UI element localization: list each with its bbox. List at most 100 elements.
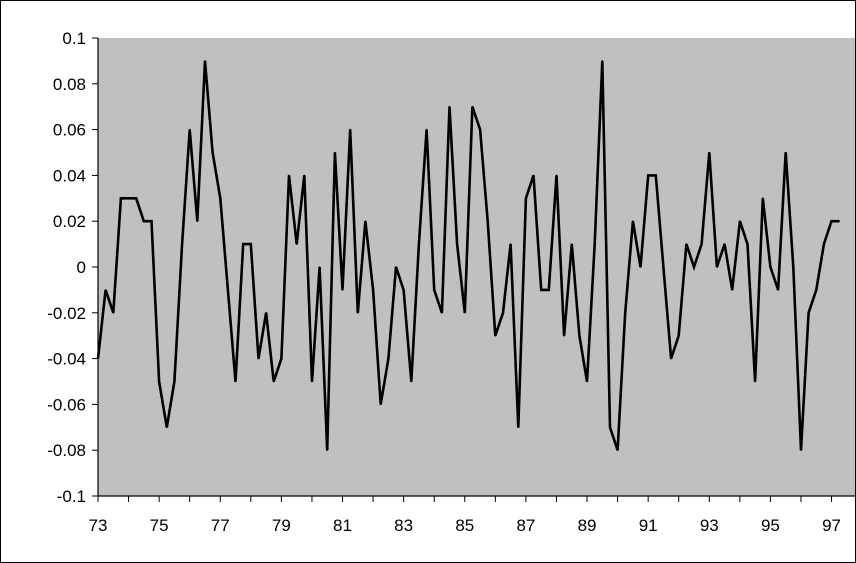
- data-point: [234, 380, 237, 383]
- y-tick-label: 0.02: [53, 212, 86, 231]
- data-point: [158, 380, 160, 383]
- data-point: [463, 312, 466, 314]
- data-point: [196, 220, 199, 222]
- data-point: [441, 312, 443, 314]
- data-point: [456, 243, 458, 245]
- data-point: [211, 151, 214, 154]
- y-tick-label: -0.02: [47, 304, 86, 323]
- data-point: [135, 197, 138, 200]
- data-point: [723, 243, 726, 245]
- data-point: [616, 449, 619, 452]
- data-point: [838, 220, 840, 222]
- y-tick-label: -0.04: [47, 350, 86, 369]
- data-point: [655, 174, 657, 177]
- x-tick-label: 83: [394, 516, 413, 535]
- plot-area: [98, 38, 855, 496]
- x-axis-labels: 73 75 77 79 81 83 85 87 89 91 93 95 97: [89, 516, 841, 535]
- data-point: [769, 266, 772, 268]
- y-tick-label: 0.1: [62, 29, 86, 48]
- data-point: [303, 174, 306, 177]
- data-point: [219, 197, 222, 200]
- data-point: [800, 449, 802, 452]
- y-axis-ticks: [92, 37, 98, 497]
- data-point: [739, 220, 741, 222]
- data-point: [494, 334, 497, 337]
- data-point: [356, 312, 359, 314]
- y-axis-labels: -0.1 -0.08 -0.06 -0.04 -0.02 0 0.02 0.04 0.06 0.0…: [47, 29, 86, 506]
- data-point: [280, 357, 283, 360]
- data-point: [120, 197, 122, 200]
- data-point: [272, 380, 275, 383]
- data-point: [632, 220, 634, 222]
- data-point: [288, 174, 290, 177]
- data-point: [387, 357, 390, 360]
- data-point: [395, 266, 397, 268]
- x-tick-label: 87: [516, 516, 535, 535]
- data-point: [257, 357, 260, 360]
- data-point: [295, 243, 298, 245]
- data-point: [334, 151, 336, 154]
- data-point: [578, 334, 581, 337]
- data-point: [777, 289, 779, 291]
- x-tick-label: 93: [700, 516, 719, 535]
- data-point: [601, 60, 604, 62]
- x-tick-label: 91: [639, 516, 658, 535]
- data-point: [173, 380, 176, 383]
- data-point: [250, 243, 252, 245]
- data-point: [341, 289, 344, 291]
- y-tick-label: 0.08: [53, 75, 86, 94]
- data-point: [685, 243, 688, 245]
- data-point: [311, 380, 313, 383]
- data-point: [418, 243, 420, 245]
- data-point: [731, 289, 734, 291]
- data-point: [754, 380, 756, 383]
- data-point: [624, 312, 627, 314]
- data-point: [379, 403, 382, 406]
- data-point: [807, 312, 810, 314]
- data-point: [364, 220, 367, 222]
- data-point: [150, 220, 153, 222]
- x-tick-label: 73: [89, 516, 108, 535]
- x-tick-label: 97: [822, 516, 841, 535]
- data-point: [517, 426, 520, 429]
- data-point: [242, 243, 244, 245]
- data-point: [815, 289, 818, 291]
- data-point: [326, 449, 329, 452]
- data-point: [830, 220, 833, 222]
- data-point: [410, 380, 413, 383]
- data-point: [372, 289, 374, 291]
- data-point: [479, 128, 481, 131]
- data-point: [349, 128, 351, 131]
- x-tick-label: 77: [211, 516, 230, 535]
- x-tick-label: 95: [761, 516, 780, 535]
- data-point: [227, 289, 229, 291]
- data-point: [181, 243, 183, 245]
- data-point: [104, 289, 107, 291]
- data-point: [532, 174, 535, 177]
- x-tick-label: 85: [455, 516, 474, 535]
- data-point: [188, 128, 191, 131]
- y-tick-label: 0.04: [53, 166, 86, 185]
- data-point: [127, 197, 130, 200]
- y-tick-label: -0.08: [47, 441, 86, 460]
- data-point: [548, 289, 550, 291]
- data-point: [97, 357, 99, 360]
- data-point: [402, 289, 405, 291]
- data-point: [746, 243, 749, 245]
- data-point: [471, 105, 474, 108]
- data-point: [593, 243, 596, 245]
- y-tick-label: 0.06: [53, 121, 86, 140]
- data-point: [509, 243, 512, 245]
- data-point: [647, 174, 649, 177]
- data-point: [425, 128, 428, 131]
- data-point: [486, 220, 489, 222]
- data-point: [448, 105, 451, 108]
- data-point: [204, 60, 206, 62]
- data-point: [784, 151, 787, 154]
- data-point: [143, 220, 145, 222]
- data-point: [716, 266, 718, 268]
- x-tick-label: 79: [272, 516, 291, 535]
- data-point: [525, 197, 527, 200]
